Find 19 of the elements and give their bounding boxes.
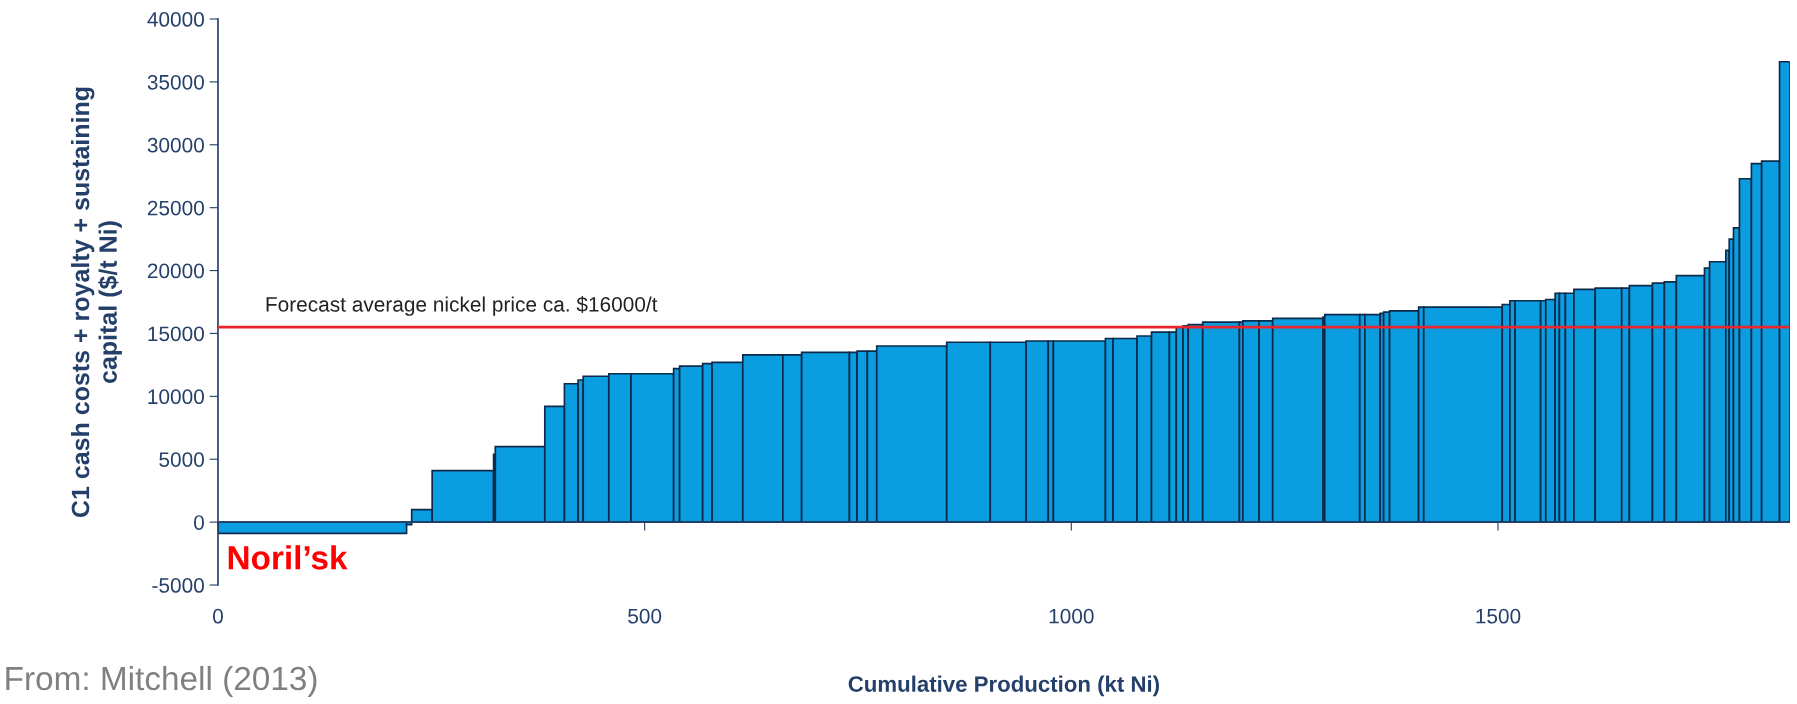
annotation: Noril’sk xyxy=(228,545,348,570)
y-tick-label: 15000 xyxy=(148,326,204,342)
ref-line-label: Forecast average nickel price ca. $16000/t xyxy=(266,296,658,316)
x-tick-label: 1500 xyxy=(1476,608,1521,624)
y-tick-label: 20000 xyxy=(147,263,204,279)
x-tick-label: 500 xyxy=(628,608,662,624)
y-tick-label: 35000 xyxy=(147,74,204,90)
x-tick-label: 0 xyxy=(213,608,223,624)
y-tick-label: 0 xyxy=(194,515,204,530)
y-tick-label: 10000 xyxy=(148,389,204,405)
x-tick-label: 1000 xyxy=(1049,608,1094,624)
y-tick-label: -5000 xyxy=(152,578,204,593)
text: From: Mitchell (2013) xyxy=(6,665,317,697)
y-tick-label: 30000 xyxy=(147,137,204,153)
y-axis-title: C1 cash costs + royalty + sustaining capital ($/t Ni) xyxy=(70,87,122,518)
y-tick-label: 25000 xyxy=(147,200,204,216)
x-axis-title: Cumulative Production (kt Ni) xyxy=(848,675,1159,697)
y-tick-label: 40000 xyxy=(147,12,204,27)
y-tick-label: 5000 xyxy=(159,452,204,467)
